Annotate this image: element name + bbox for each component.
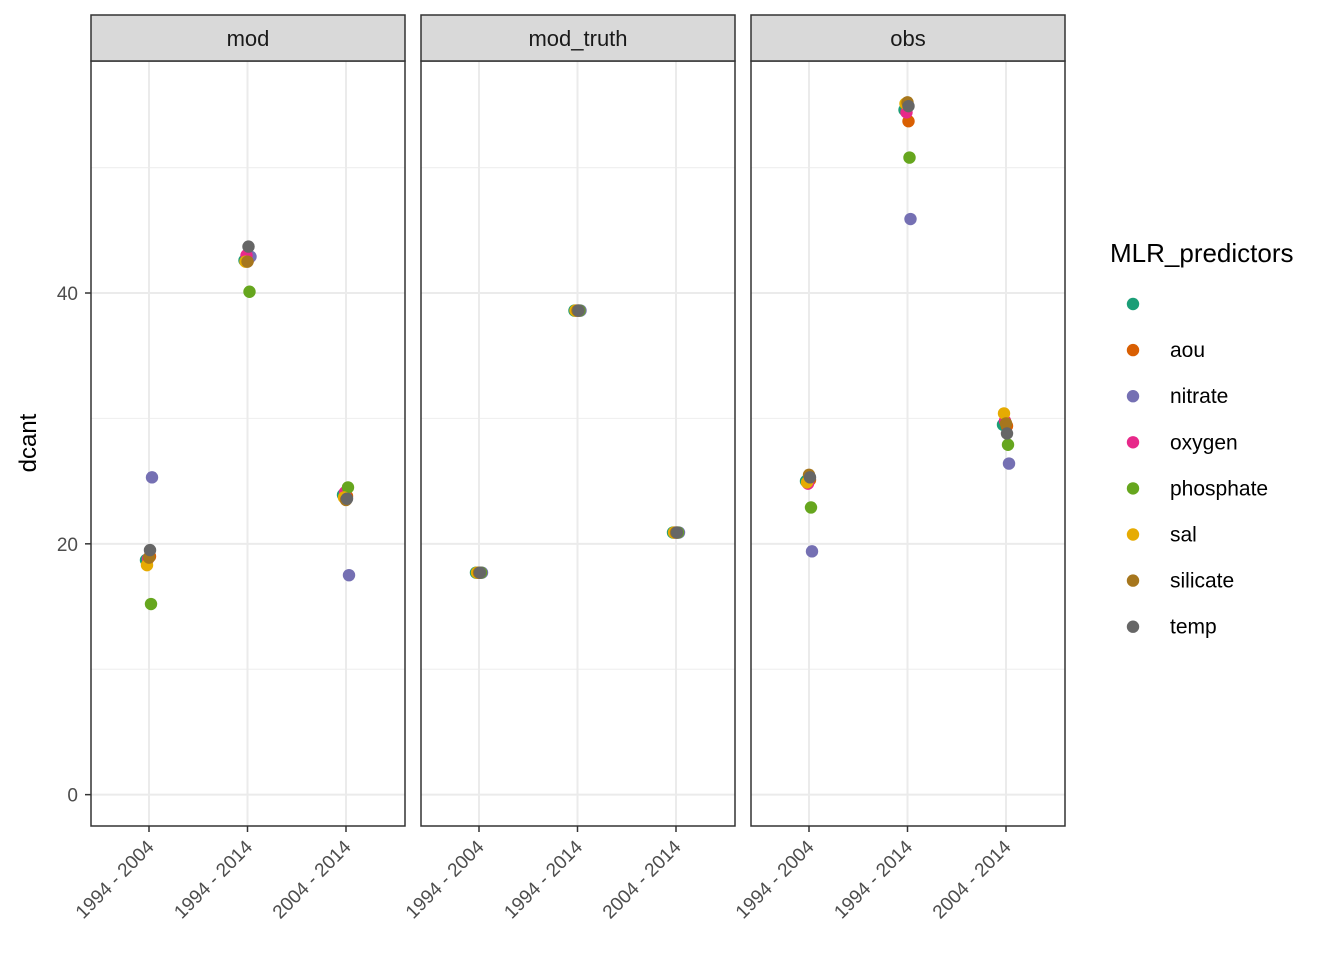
data-point — [473, 566, 487, 579]
data-point — [1001, 438, 1015, 451]
facet-panel-mod_truth: 1994 - 2004 1994 - 2014 2004 - 2014mod_tru… — [402, 14, 736, 923]
facet-strip-label: obs — [890, 26, 925, 51]
data-point — [340, 492, 354, 505]
facet-strip-label: mod_truth — [528, 26, 627, 51]
data-point — [803, 471, 817, 484]
y-tick-label: 40 — [57, 284, 78, 305]
data-point — [1000, 427, 1014, 440]
data-point — [670, 526, 684, 539]
legend-item: nitrate — [1126, 385, 1228, 408]
legend-key — [1126, 343, 1140, 357]
legend-item: sal — [1126, 524, 1197, 547]
legend-key — [1126, 574, 1140, 587]
data-point — [341, 481, 355, 494]
legend-label: oxygen — [1170, 431, 1238, 454]
data-point — [804, 501, 818, 514]
data-point — [144, 597, 158, 611]
data-point — [903, 151, 916, 164]
facet-panels: 1994 - 2004 1994 - 2014 2004 - 2014mod1994… — [72, 14, 1066, 923]
data-point — [243, 285, 256, 298]
legend-item: temp — [1126, 616, 1217, 639]
data-point — [805, 545, 819, 558]
legend-title: MLR_predictors — [1110, 238, 1294, 268]
legend-item: silicate — [1126, 570, 1234, 593]
data-point — [902, 99, 915, 113]
data-point — [572, 304, 585, 317]
legend-label: phosphate — [1170, 477, 1268, 500]
data-point — [904, 212, 917, 226]
legend-key — [1126, 436, 1140, 449]
legend-key — [1126, 297, 1140, 311]
legend-label: sal — [1170, 524, 1197, 547]
facet-strip-label: mod — [227, 26, 270, 51]
legend-label: temp — [1170, 616, 1217, 639]
data-point — [999, 417, 1013, 430]
legend-item: aou — [1126, 339, 1205, 362]
data-point — [1002, 457, 1016, 470]
legend-key — [1126, 528, 1140, 541]
data-point — [143, 543, 157, 557]
legend-key — [1126, 620, 1140, 633]
data-point — [145, 471, 159, 484]
y-axis-title: dcant — [15, 413, 42, 472]
y-axis: 0 20 40 — [57, 284, 91, 807]
data-point — [242, 240, 255, 253]
y-tick-label: 20 — [57, 535, 78, 556]
legend-label: silicate — [1170, 570, 1234, 593]
facet-strip — [90, 14, 406, 62]
legend-items: aou nitrate oxygen phosphate sal silicate temp — [1126, 297, 1268, 639]
data-point — [997, 407, 1011, 420]
legend-item: phosphate — [1126, 477, 1268, 500]
legend-item: oxygen — [1126, 431, 1238, 454]
y-tick-label: 0 — [67, 786, 78, 807]
legend-key — [1126, 482, 1140, 495]
legend-item — [1126, 297, 1140, 311]
data-point — [342, 568, 356, 582]
data-point — [241, 255, 254, 268]
facet-strip — [750, 14, 1066, 62]
legend-key — [1126, 390, 1140, 403]
legend-label: aou — [1170, 339, 1205, 362]
facet-strip — [420, 14, 736, 62]
legend-label: nitrate — [1170, 385, 1228, 408]
legend: MLR_predictors aou nitrate oxygen phosphate… — [1110, 238, 1294, 639]
